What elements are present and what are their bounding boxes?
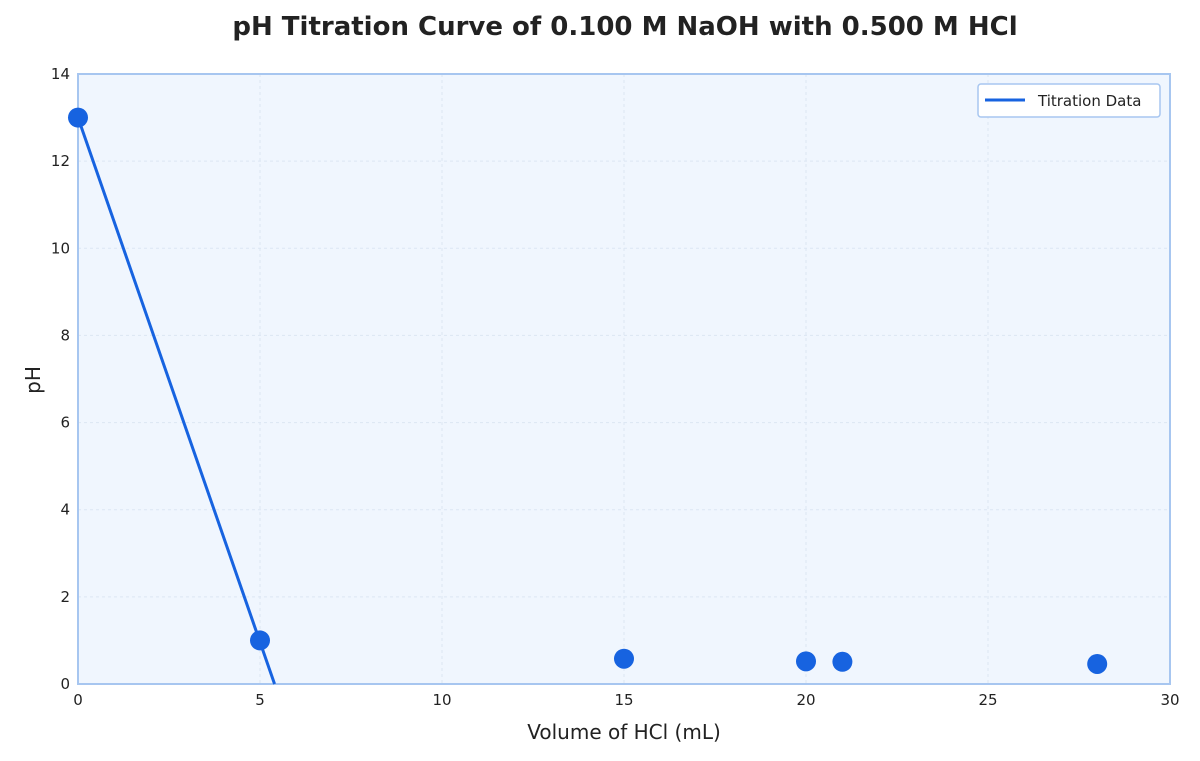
chart-title: pH Titration Curve of 0.100 M NaOH with … bbox=[232, 12, 1018, 42]
x-tick-label: 20 bbox=[796, 691, 815, 709]
x-tick-label: 0 bbox=[73, 691, 83, 709]
data-point bbox=[250, 630, 270, 651]
plot-area bbox=[78, 74, 1170, 684]
series-titration-data bbox=[68, 107, 1108, 685]
y-axis: 0 2 4 6 8 10 12 14 bbox=[51, 65, 70, 693]
x-axis-label: Volume of HCl (mL) bbox=[527, 720, 721, 744]
y-tick-label: 6 bbox=[60, 414, 70, 432]
legend-box bbox=[977, 83, 1161, 118]
data-point bbox=[796, 651, 816, 672]
x-tick-label: 25 bbox=[978, 691, 997, 709]
data-point bbox=[832, 651, 853, 672]
y-axis-label: pH bbox=[21, 366, 45, 394]
x-axis: 0 5 10 15 20 25 30 bbox=[73, 691, 1179, 709]
y-tick-label: 10 bbox=[51, 239, 70, 257]
y-tick-label: 2 bbox=[60, 588, 70, 606]
y-tick-label: 0 bbox=[60, 675, 70, 693]
x-tick-label: 30 bbox=[1160, 691, 1179, 709]
x-tick-label: 15 bbox=[614, 691, 633, 709]
x-tick-label: 5 bbox=[255, 691, 265, 709]
plot-frame bbox=[77, 73, 1171, 685]
series-line bbox=[76, 117, 276, 685]
data-point bbox=[1087, 653, 1108, 674]
x-tick-label: 10 bbox=[432, 691, 451, 709]
legend-label: Titration Data bbox=[1037, 92, 1141, 110]
y-tick-label: 12 bbox=[51, 152, 70, 170]
y-tick-label: 8 bbox=[60, 326, 70, 344]
legend: Titration Data bbox=[977, 83, 1161, 118]
data-point bbox=[68, 107, 88, 128]
data-point bbox=[614, 648, 634, 669]
y-tick-label: 14 bbox=[51, 65, 70, 83]
y-tick-label: 4 bbox=[60, 501, 70, 519]
